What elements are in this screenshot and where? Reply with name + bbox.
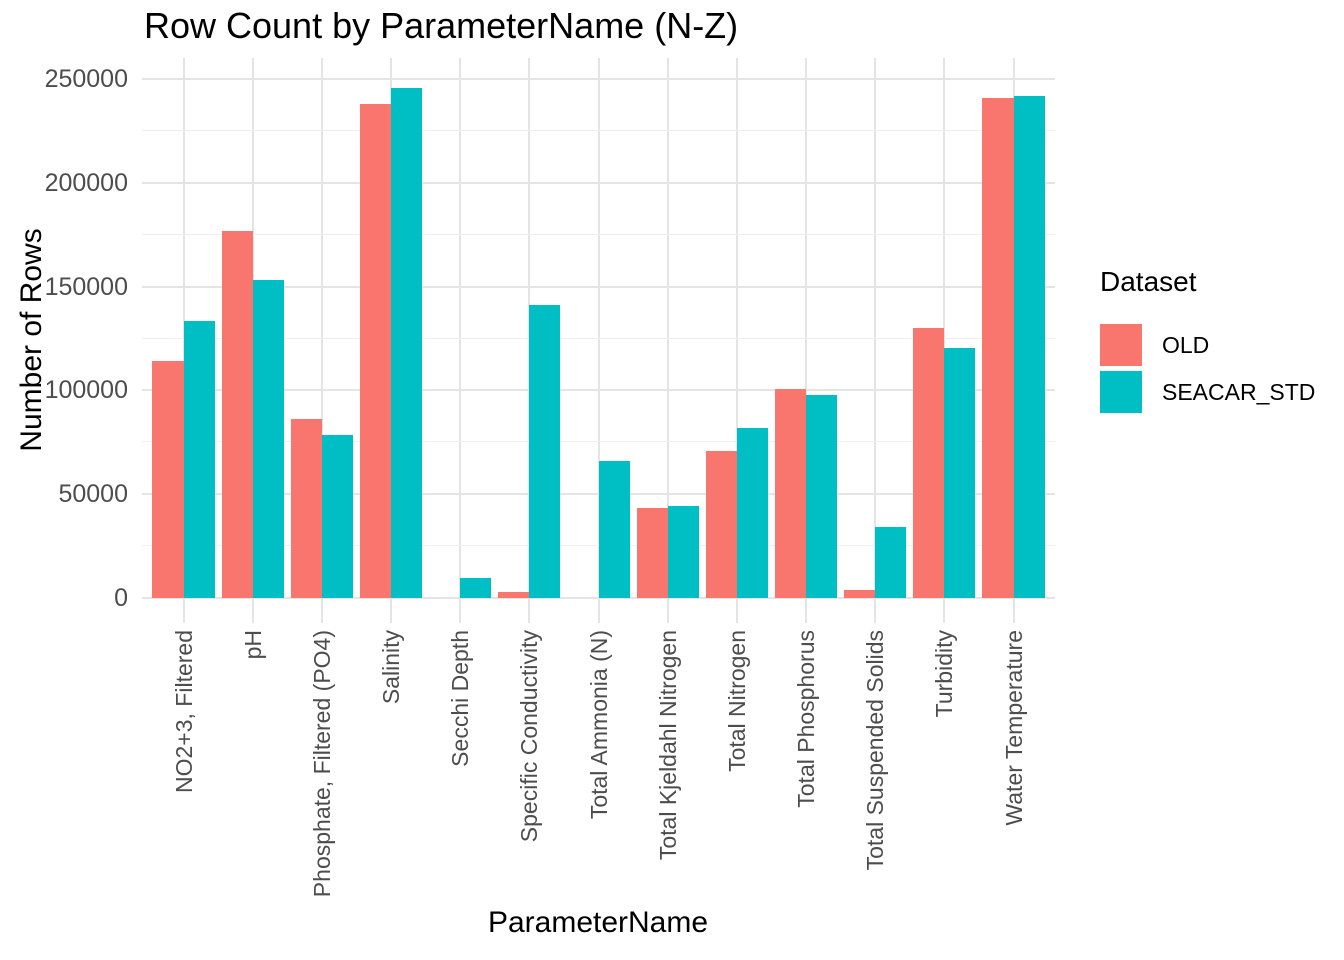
gridline-h-major	[142, 181, 1055, 184]
bar-old	[982, 97, 1014, 598]
bar-seacar_std	[1013, 95, 1045, 598]
legend-item: SEACAR_STD	[1100, 371, 1315, 413]
legend-swatch-icon	[1100, 371, 1142, 413]
bar-old	[913, 328, 945, 598]
legend-title: Dataset	[1100, 266, 1197, 297]
bar-seacar_std	[391, 88, 423, 598]
bar-seacar_std	[944, 347, 976, 598]
chart-title: Row Count by ParameterName (N-Z)	[144, 5, 739, 46]
x-tick-label: Total Ammonia (N)	[585, 630, 612, 820]
bar-old	[290, 419, 322, 598]
gridline-v	[805, 58, 807, 623]
y-tick-label: 50000	[58, 480, 128, 509]
gridline-h-minor	[142, 337, 1055, 339]
bar-seacar_std	[460, 578, 492, 598]
gridline-v	[735, 58, 738, 623]
legend-label: OLD	[1162, 331, 1210, 358]
legend-label: SEACAR_STD	[1162, 378, 1316, 405]
legend: Dataset OLD SEACAR_STD	[1100, 266, 1315, 418]
x-tick-label: Phosphate, Filtered (PO4)	[308, 630, 335, 898]
bar-seacar_std	[667, 505, 699, 598]
gridline-h-minor	[142, 441, 1055, 443]
plot-panel	[142, 58, 1055, 623]
y-tick-label: 200000	[44, 168, 128, 197]
bar-seacar_std	[321, 435, 353, 598]
gridline-v	[320, 58, 323, 623]
x-tick-label: Salinity	[378, 630, 404, 705]
gridline-h-major	[142, 597, 1055, 599]
bar-seacar_std	[598, 460, 630, 598]
y-tick-label: 100000	[44, 376, 128, 405]
gridline-h-major	[142, 78, 1055, 80]
y-tick-label: 150000	[44, 272, 128, 301]
x-tick-label: Turbidity	[931, 630, 958, 718]
gridline-v	[874, 58, 877, 623]
gridline-v	[597, 58, 600, 623]
bar-old	[636, 507, 668, 598]
gridline-v	[943, 58, 946, 623]
gridline-v	[666, 58, 669, 623]
bar-old	[705, 450, 737, 598]
x-tick-label: Total Nitrogen	[723, 630, 750, 772]
gridline-h-major	[142, 389, 1055, 392]
bar-old	[774, 389, 806, 598]
x-tick-label: Total Phosphorus	[793, 630, 819, 808]
bar-seacar_std	[736, 427, 768, 598]
bar-old	[221, 230, 253, 598]
legend-items: OLD SEACAR_STD	[1100, 324, 1315, 413]
gridline-h-minor	[142, 233, 1055, 235]
x-tick-label: NO2+3, Filtered	[170, 630, 197, 793]
bar-seacar_std	[183, 320, 215, 598]
bar-seacar_std	[529, 305, 561, 598]
bar-old	[359, 103, 391, 598]
legend-item: OLD	[1100, 324, 1315, 366]
y-tick-label: 0	[114, 584, 128, 612]
x-tick-label: Total Kjeldahl Nitrogen	[654, 630, 681, 861]
y-tick-label: 250000	[44, 65, 128, 93]
x-tick-label: Specific Conductivity	[516, 630, 543, 843]
bar-old	[152, 361, 184, 598]
x-axis-title: ParameterName	[487, 906, 709, 939]
bar-seacar_std	[875, 527, 907, 598]
gridline-h-major	[142, 285, 1055, 288]
x-tick-label: Secchi Depth	[447, 630, 474, 767]
bar-seacar_std	[806, 394, 838, 598]
x-tick-label: pH	[239, 630, 266, 660]
legend-swatch-icon	[1100, 324, 1142, 366]
gridline-h-minor	[142, 129, 1055, 131]
x-tick-label: Total Suspended Solids	[862, 630, 889, 871]
gridline-v	[459, 58, 462, 623]
bar-old	[498, 591, 530, 598]
bar-seacar_std	[252, 280, 284, 598]
x-tick-label: Water Temperature	[1000, 630, 1027, 826]
bar-old	[844, 589, 876, 598]
